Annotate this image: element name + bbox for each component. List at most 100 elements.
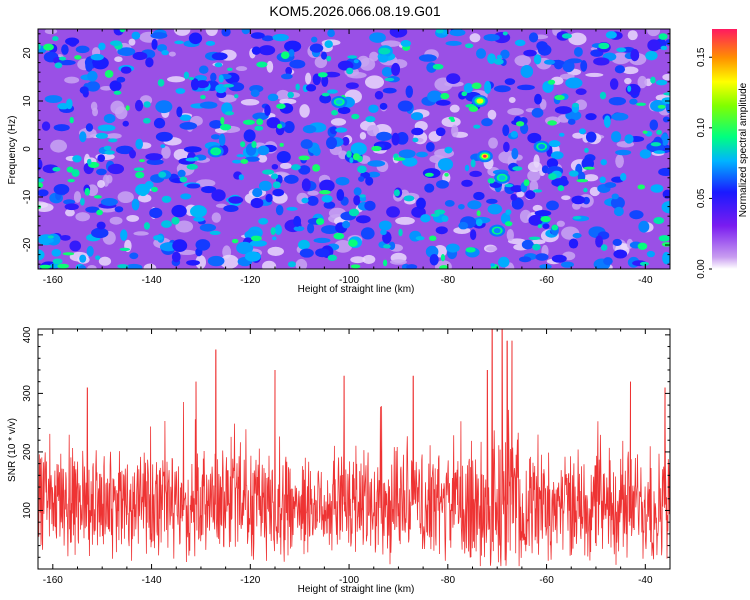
spectrogram-core: [393, 189, 400, 197]
colorbar-tick: 0.10: [696, 118, 712, 138]
spectrogram-core: [658, 33, 668, 40]
spectrogram-core: [515, 121, 525, 127]
spectrogram-blob: [86, 245, 94, 257]
colorbar-tick-label: 0.05: [696, 188, 707, 208]
spectrogram-core: [540, 215, 551, 223]
spectrogram-core: [642, 130, 648, 134]
spectrogram-patch: [110, 100, 125, 115]
colorbar: 0.00 0.05 0.10 0.15 Normalized spectral amp…: [696, 29, 749, 279]
spectrogram-patch: [507, 238, 527, 245]
spectrogram-blob: [172, 239, 188, 253]
spectrogram-core: [319, 190, 331, 195]
spectrogram-core: [440, 92, 450, 100]
spectrogram-core: [74, 55, 82, 60]
spectrogram-core: [276, 123, 283, 129]
y-tick-label: 400: [22, 326, 33, 343]
spectrogram-blob: [199, 101, 218, 109]
spectrogram-blob: [662, 251, 670, 265]
spectrogram-patch: [662, 73, 670, 81]
spectrogram-blob: [391, 62, 401, 76]
spectrogram-patch: [262, 260, 277, 269]
spectrogram-core: [160, 144, 166, 149]
spectrogram-patch: [624, 77, 632, 85]
x-tick-label: -120: [240, 575, 260, 586]
x-tick: -140: [142, 329, 162, 586]
x-tick-label: -140: [142, 575, 162, 586]
spectrogram-blob: [275, 204, 284, 216]
spectrogram-patch: [449, 104, 460, 113]
spectrogram-patch: [516, 190, 525, 198]
x-tick: -40: [638, 29, 653, 286]
spectrogram-blob: [487, 53, 496, 64]
spectrogram-core: [637, 242, 648, 250]
spectrogram-core: [599, 91, 607, 100]
spectrogram-blob: [284, 174, 299, 184]
spectrogram-blob: [554, 106, 572, 115]
spectrogram-core: [52, 258, 63, 265]
spectrogram-blob: [114, 206, 124, 213]
spectrogram-core: [240, 141, 246, 148]
spectrogram-blob: [498, 256, 510, 268]
spectrogram-core: [183, 71, 190, 80]
spectrogram-core: [93, 195, 102, 199]
x-tick: -80: [441, 329, 455, 586]
spectrogram-blob: [658, 167, 670, 177]
spectrogram-patch: [615, 154, 624, 168]
spectrogram-patch: [583, 174, 599, 182]
spectrogram-core: [523, 179, 530, 187]
spectrogram-blob: [550, 151, 564, 160]
spectrogram-blob: [531, 107, 544, 118]
spectrogram-blob: [284, 40, 302, 53]
spectrogram-core: [551, 224, 559, 231]
spectrogram-core: [504, 221, 513, 227]
colorbar-scale: [712, 29, 737, 269]
spectrogram-core: [39, 264, 52, 269]
spectrogram-blob: [379, 102, 388, 110]
spectrogram-core: [650, 142, 662, 147]
x-tick: -100: [339, 29, 360, 286]
spectrogram-blob: [603, 115, 611, 128]
spectrogram-core: [635, 102, 647, 106]
spectrogram-core: [349, 157, 354, 164]
spectrogram-core: [412, 137, 419, 143]
spectrogram-core: [353, 59, 359, 64]
spectrogram-core: [378, 55, 389, 63]
spectrogram-blob: [665, 39, 670, 46]
spectrogram-core: [117, 264, 129, 269]
spectrogram-blob: [605, 31, 617, 39]
spectrogram-blob: [445, 40, 462, 46]
spectrogram-blob: [61, 44, 69, 55]
spectrogram-blob: [520, 64, 534, 78]
spectrogram-core: [119, 247, 131, 252]
spectrogram-blob: [548, 140, 561, 148]
spectrogram-blob: [368, 104, 379, 113]
spectrogram-peak: [533, 140, 550, 153]
spectrogram-blob: [90, 53, 104, 61]
spectrogram-core: [440, 254, 446, 262]
spectrogram-blob: [615, 149, 632, 156]
spectrogram-blob: [321, 225, 339, 235]
spectrogram-patch: [622, 66, 639, 75]
spectrogram-blob: [661, 201, 670, 214]
spectrogram-blob: [180, 193, 192, 200]
spectrogram-core: [301, 197, 309, 204]
spectrogram-patch: [117, 191, 134, 204]
spectrogram-blob: [38, 158, 43, 171]
spectrogram-core: [656, 129, 662, 135]
spectrogram-blob: [571, 195, 586, 205]
snr-series-line: [37, 328, 671, 567]
spectrogram-blob: [307, 195, 319, 206]
spectrogram-core: [382, 259, 388, 267]
spectrogram-blob: [336, 189, 345, 201]
spectrogram-blob: [252, 112, 269, 121]
spectrogram-y-ticks: -20 -10 0 10 20: [22, 33, 670, 265]
spectrogram-blob: [298, 165, 311, 175]
spectrogram-blob: [195, 80, 209, 89]
spectrogram-core: [346, 67, 354, 75]
spectrogram-blob: [211, 52, 228, 61]
spectrogram-blob: [199, 223, 217, 232]
spectrogram-core: [279, 142, 284, 147]
spectrogram-blob: [283, 120, 295, 134]
spectrogram-patch: [568, 32, 587, 46]
spectrogram-blob: [161, 50, 169, 56]
